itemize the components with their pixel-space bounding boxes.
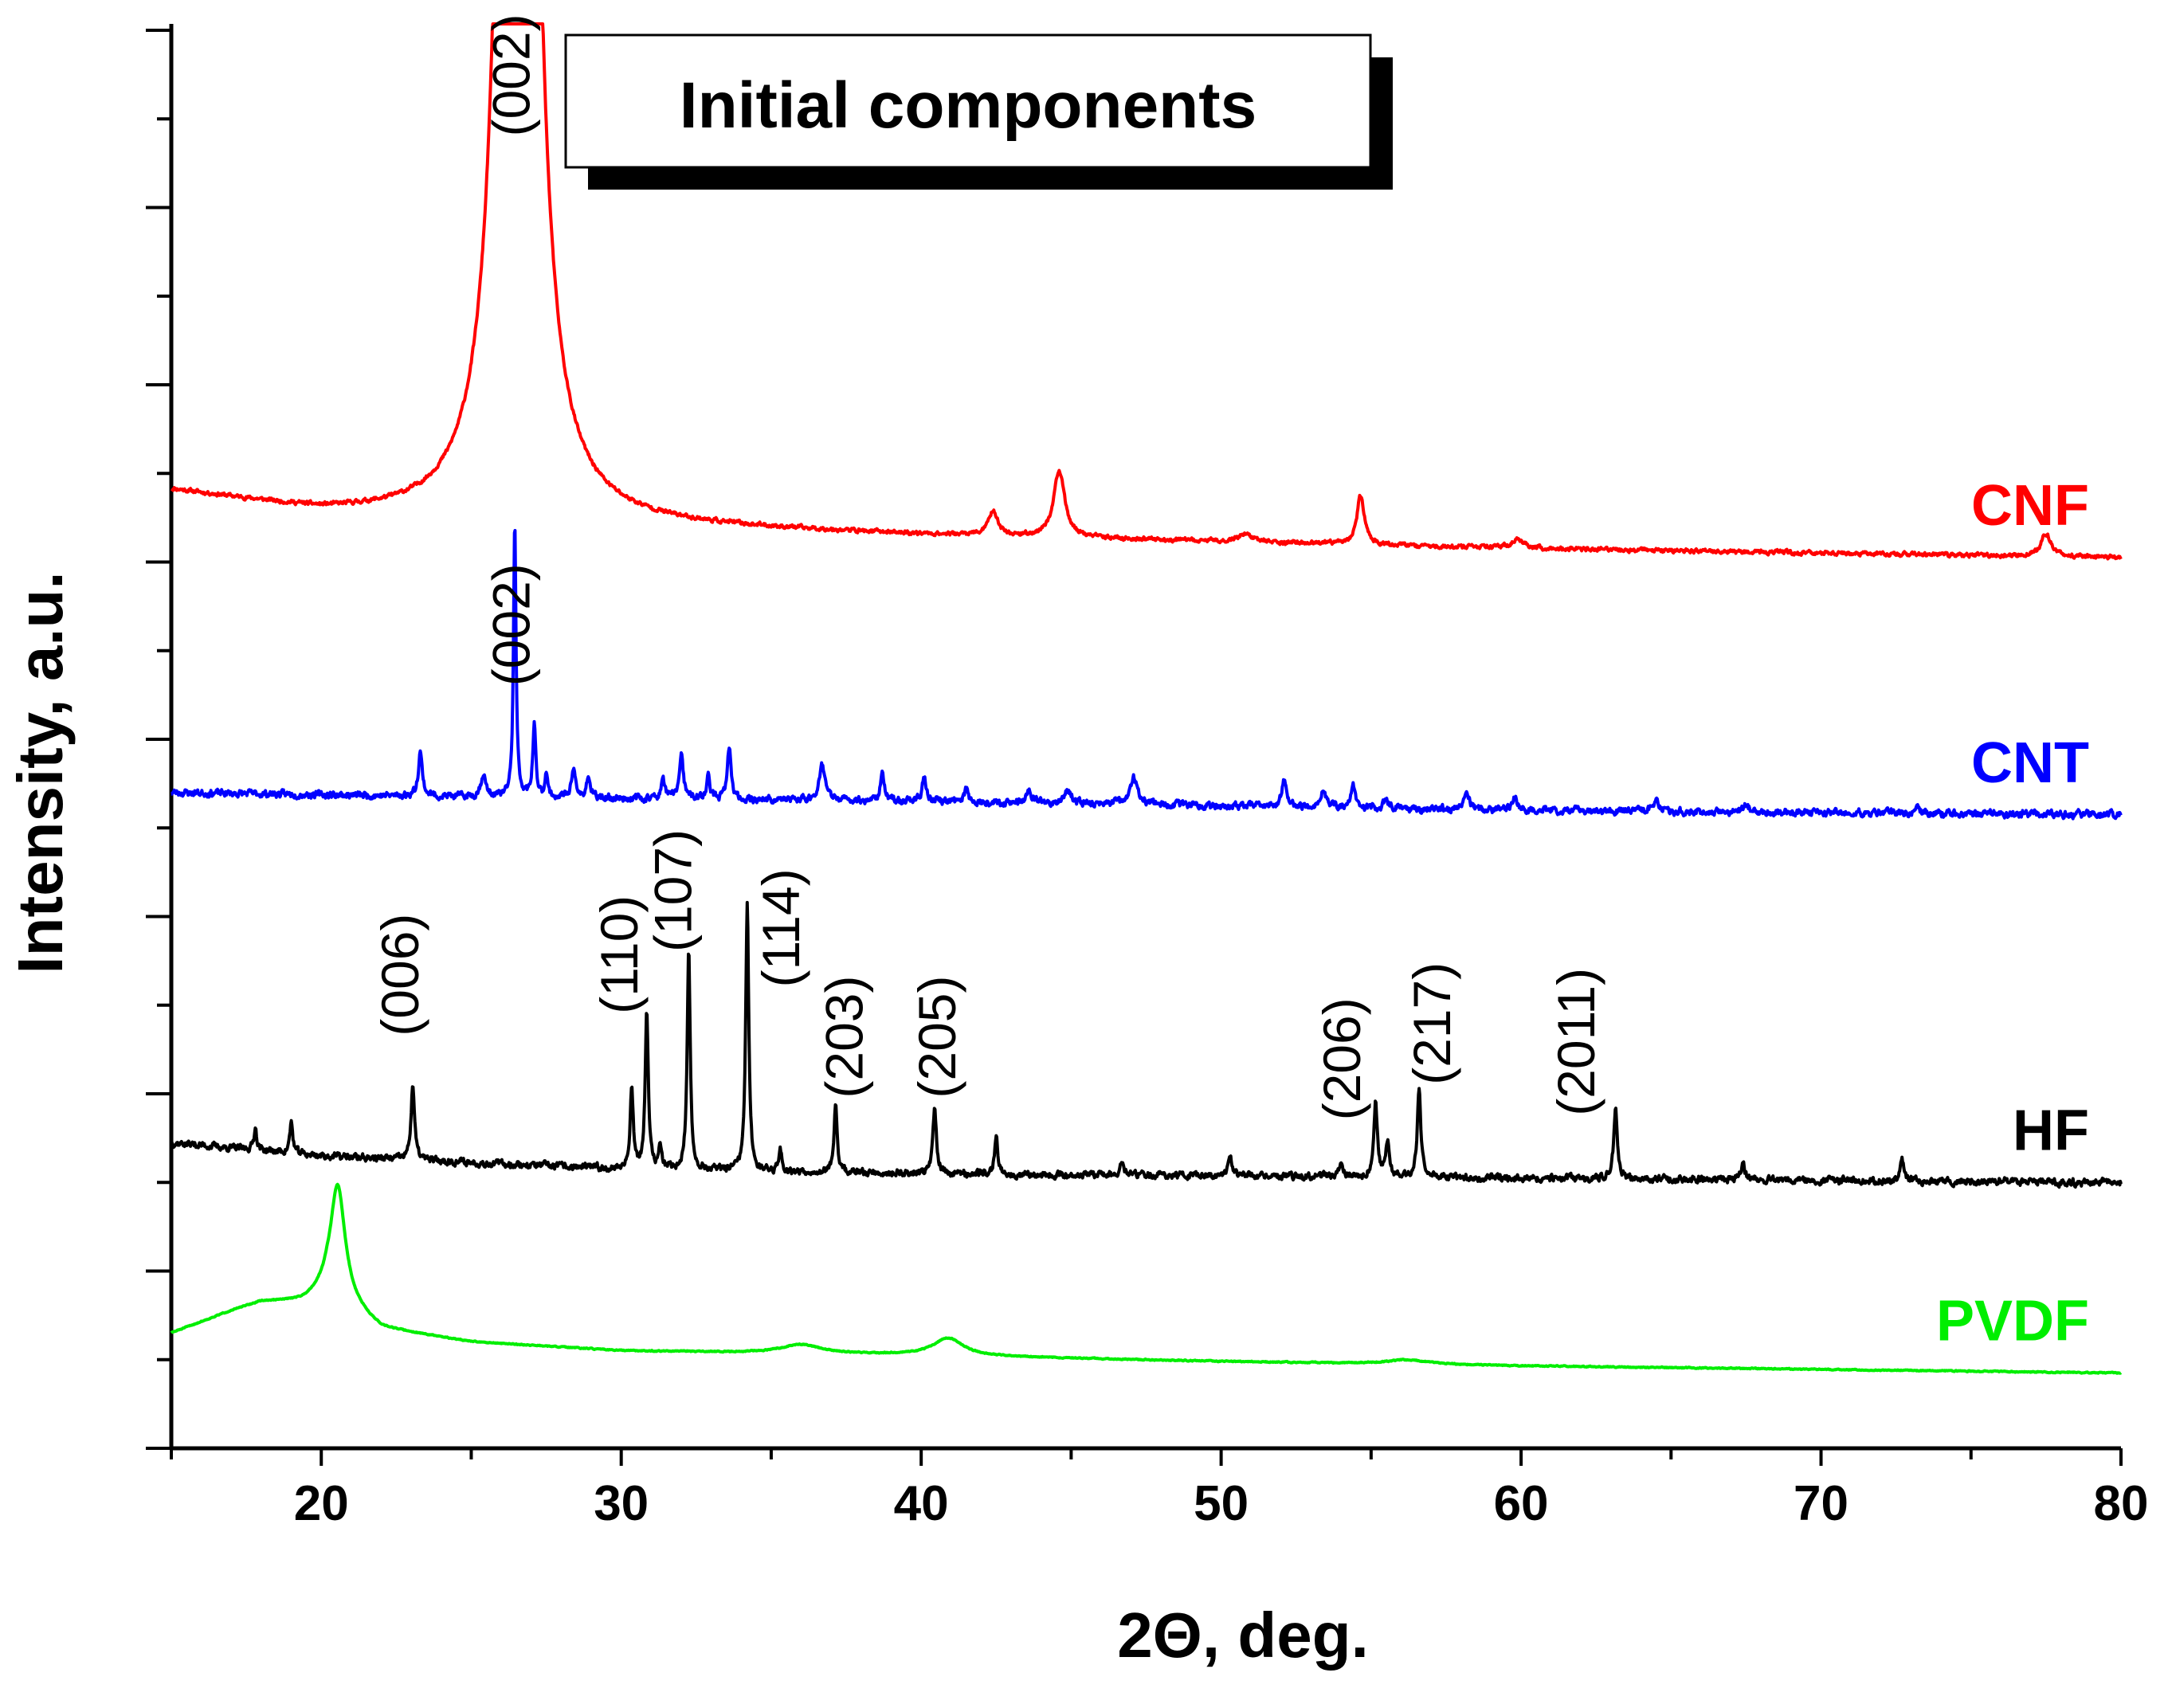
- axes: 20 30 40 50 60 70 80: [146, 24, 2148, 1531]
- peak-annotation: (110): [590, 895, 649, 1014]
- x-tick-label: 60: [1494, 1476, 1549, 1531]
- peak-annotations: (002) (002) (006) (110)(107) (114)(203) (205)…: [370, 14, 1605, 1120]
- y-axis-title: Intensity, a.u.: [5, 571, 76, 973]
- series-label-hf: HF: [2013, 1099, 2089, 1163]
- x-tick-label: 40: [894, 1476, 949, 1531]
- peak-annotation: (203): [814, 976, 873, 1099]
- series-line-cnt: [170, 529, 2123, 821]
- x-tick-label: 20: [294, 1476, 349, 1531]
- peak-annotation: (206): [1312, 997, 1371, 1120]
- peak-annotation: (217): [1402, 962, 1461, 1085]
- series-label-cnt: CNT: [1971, 731, 2089, 795]
- chart-title-box: Initial components: [564, 33, 1393, 190]
- series-line-pvdf: [170, 1182, 2123, 1375]
- title-frame: [564, 33, 1372, 169]
- peak-annotation: (107): [644, 829, 703, 952]
- x-tick-label: 70: [1794, 1476, 1848, 1531]
- x-tick-label: 30: [594, 1476, 649, 1531]
- peak-annotation: (114): [751, 868, 810, 987]
- peak-annotation: (2011): [1547, 968, 1605, 1116]
- series-label-cnf: CNF: [1971, 474, 2089, 538]
- peak-annotation: (205): [908, 976, 966, 1099]
- series-layer: [170, 22, 2123, 1375]
- series-label-pvdf: PVDF: [1936, 1290, 2089, 1353]
- x-tick-label: 50: [1194, 1476, 1249, 1531]
- peak-annotation: (002): [481, 14, 540, 136]
- peak-annotation: (002): [481, 563, 540, 686]
- chart-title: Initial components: [680, 69, 1256, 142]
- x-axis-title: 2Θ, deg.: [1117, 1600, 1369, 1671]
- series-line-hf: [170, 900, 2123, 1189]
- peak-annotation: (006): [370, 914, 429, 1036]
- x-tick-label: 80: [2094, 1476, 2149, 1531]
- series-line-cnf: [170, 22, 2123, 561]
- series-labels: CNF CNT HF PVDF: [1936, 474, 2089, 1353]
